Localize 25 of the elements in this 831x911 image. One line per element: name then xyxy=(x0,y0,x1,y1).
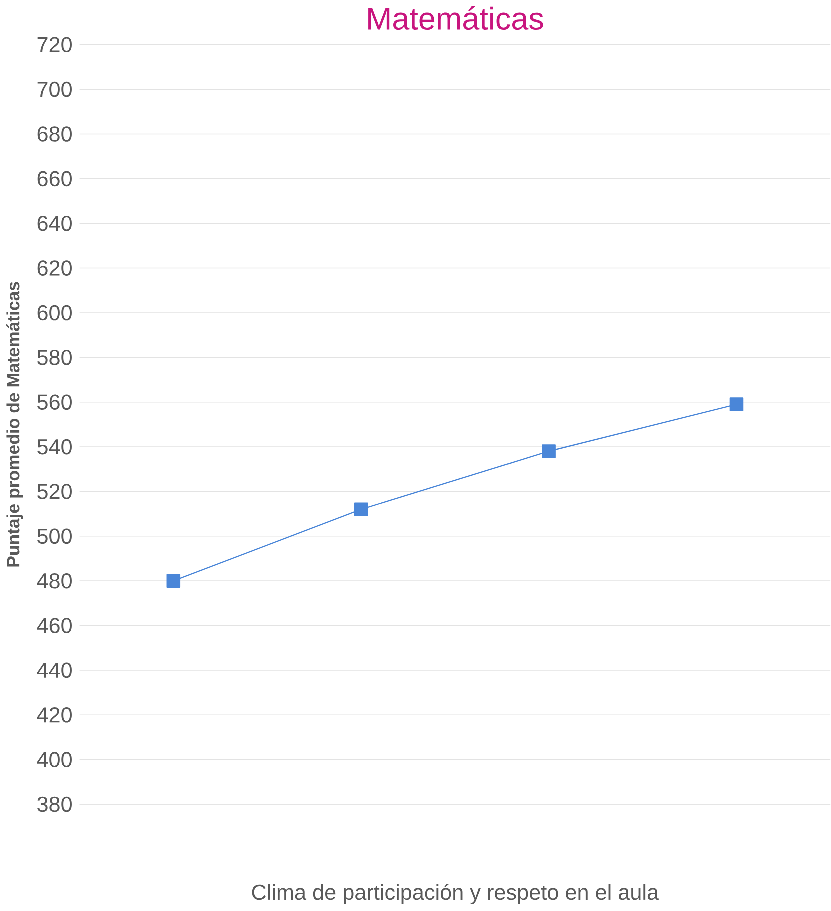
y-tick-label: 420 xyxy=(37,707,72,723)
y-tick-label: 620 xyxy=(38,260,72,276)
x-axis-title: Clima de participación y respeto en el aula xyxy=(252,884,660,904)
y-tick-label: 440 xyxy=(37,662,72,678)
point xyxy=(730,398,744,412)
y-tick-label: 700 xyxy=(38,82,72,98)
chart-title: Matemáticas xyxy=(368,6,544,30)
y-tick-label: 480 xyxy=(37,573,72,589)
y-tick-label: 640 xyxy=(38,216,72,232)
y-tick-label: 680 xyxy=(38,126,72,142)
y-tick-label: 540 xyxy=(38,439,72,455)
y-tick-label: 600 xyxy=(38,305,72,321)
y-tick-label: 580 xyxy=(38,350,72,366)
y-axis-title: Puntaje promedio de Matemáticas xyxy=(6,282,24,567)
point xyxy=(354,502,368,516)
point xyxy=(166,574,181,588)
y-tick-label: 660 xyxy=(38,171,72,187)
point xyxy=(542,444,556,458)
y-tick-label: 520 xyxy=(38,484,72,500)
y-tick-label: 380 xyxy=(38,796,72,812)
y-tick-label: 460 xyxy=(37,618,72,634)
y-tick-label: 560 xyxy=(38,394,72,410)
y-tick-label: 720 xyxy=(38,37,72,53)
y-tick-label: 500 xyxy=(38,528,72,544)
y-tick-label: 400 xyxy=(37,752,72,768)
